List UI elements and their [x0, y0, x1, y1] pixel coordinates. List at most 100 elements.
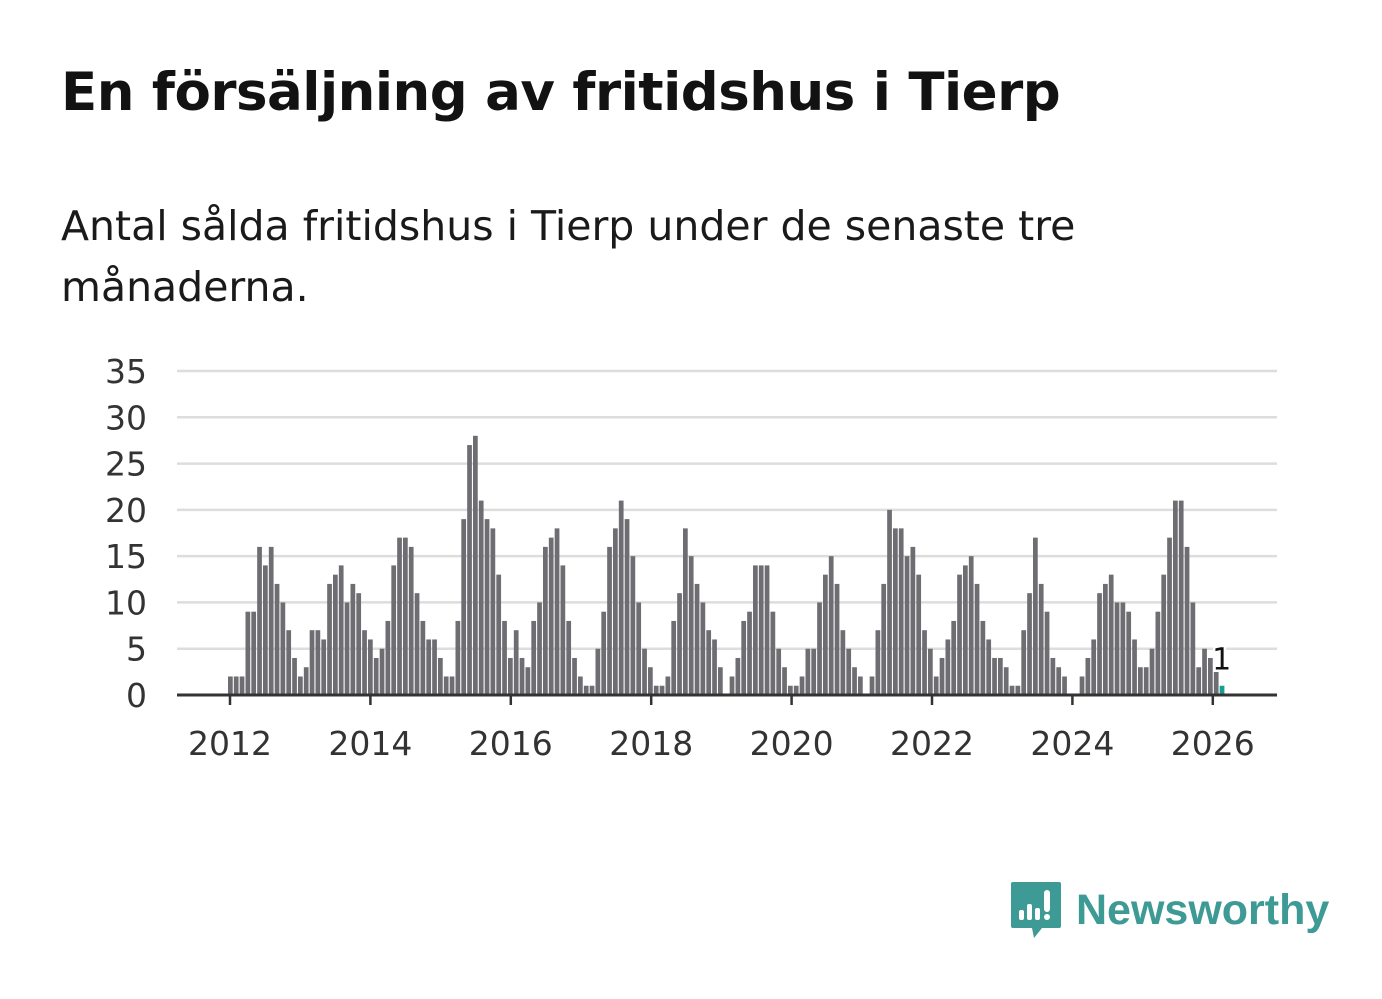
- bar: [1097, 593, 1102, 695]
- bar: [648, 667, 653, 695]
- bar: [607, 546, 612, 695]
- bar: [677, 593, 682, 695]
- bar: [408, 546, 414, 695]
- bar: [379, 648, 385, 695]
- bar: [1108, 574, 1114, 695]
- bar: [747, 611, 752, 695]
- bar: [502, 620, 507, 695]
- y-tick-label: 5: [126, 630, 147, 669]
- bar: [292, 657, 297, 695]
- bar: [303, 667, 309, 695]
- bar: [799, 676, 805, 695]
- bar: [327, 583, 332, 695]
- bar: [461, 519, 467, 695]
- bar: [805, 648, 811, 695]
- bar: [735, 657, 741, 695]
- bar: [963, 565, 968, 695]
- bar: [338, 565, 344, 695]
- bar: [432, 639, 437, 695]
- bar: [333, 574, 338, 695]
- bar: [1085, 657, 1091, 695]
- bar: [1050, 657, 1056, 695]
- bar: [974, 583, 980, 695]
- bar: [543, 546, 548, 695]
- bar: [933, 676, 939, 695]
- brand-name: Newsworthy: [1076, 885, 1330, 934]
- bar: [1208, 657, 1213, 695]
- bar: [537, 602, 542, 695]
- bar: [473, 435, 478, 695]
- bar: [764, 565, 770, 695]
- bar: [788, 685, 793, 695]
- bar: [811, 648, 817, 695]
- bar: [1120, 602, 1126, 695]
- bar: [875, 630, 881, 695]
- bar: [700, 602, 706, 695]
- bar: [817, 602, 822, 695]
- bar: [653, 685, 659, 695]
- chart-subtitle: Antal sålda fritidshus i Tierp under de …: [61, 202, 1076, 311]
- bar: [315, 630, 321, 695]
- bar: [957, 574, 962, 695]
- bar: [992, 657, 997, 695]
- bar: [782, 667, 787, 695]
- bar: [589, 685, 595, 695]
- bar: [1044, 611, 1050, 695]
- bar: [368, 639, 373, 695]
- bar: [712, 639, 717, 695]
- bar: [694, 583, 700, 695]
- bar: [309, 630, 315, 695]
- y-tick-label: 15: [105, 537, 147, 576]
- bar: [986, 639, 992, 695]
- bar: [945, 639, 951, 695]
- bar: [1202, 648, 1207, 695]
- bar: [998, 657, 1003, 695]
- bar: [263, 565, 268, 695]
- bar: [467, 445, 472, 695]
- bar: [484, 519, 490, 695]
- x-tick-label: 2012: [188, 724, 272, 763]
- bar: [385, 620, 391, 695]
- bar: [928, 648, 933, 695]
- x-tick-label: 2026: [1171, 724, 1255, 763]
- bar: [233, 676, 239, 695]
- bar: [758, 565, 764, 695]
- bar: [1015, 685, 1021, 695]
- bar: [898, 528, 904, 695]
- bar: [1021, 630, 1027, 695]
- x-tick-label: 2016: [469, 724, 553, 763]
- bar: [968, 556, 974, 695]
- bar: [1033, 537, 1038, 695]
- bar: [823, 574, 828, 695]
- x-tick-label: 2024: [1030, 724, 1114, 763]
- bar: [286, 630, 292, 695]
- bar: [508, 657, 513, 695]
- bar: [438, 657, 443, 695]
- bar: [1161, 574, 1167, 695]
- bar: [455, 620, 461, 695]
- bar: [671, 620, 677, 695]
- bar: [1009, 685, 1015, 695]
- bar: [729, 676, 735, 695]
- bar: [846, 648, 852, 695]
- bar: [321, 639, 327, 695]
- bar: [274, 583, 280, 695]
- bar: [1056, 667, 1062, 695]
- bar: [834, 583, 840, 695]
- bar: [583, 685, 589, 695]
- bar: [245, 611, 251, 695]
- bar: [1143, 667, 1149, 695]
- bar: [630, 556, 636, 695]
- bar: [554, 528, 560, 695]
- bar: [403, 537, 408, 695]
- bar: [490, 528, 496, 695]
- bar: [572, 657, 577, 695]
- bar: [1149, 648, 1155, 695]
- bar: [525, 667, 531, 695]
- bar: [251, 611, 257, 695]
- newsworthy-logo-icon: [1011, 882, 1061, 938]
- bar: [776, 648, 782, 695]
- y-tick-label: 0: [126, 676, 147, 715]
